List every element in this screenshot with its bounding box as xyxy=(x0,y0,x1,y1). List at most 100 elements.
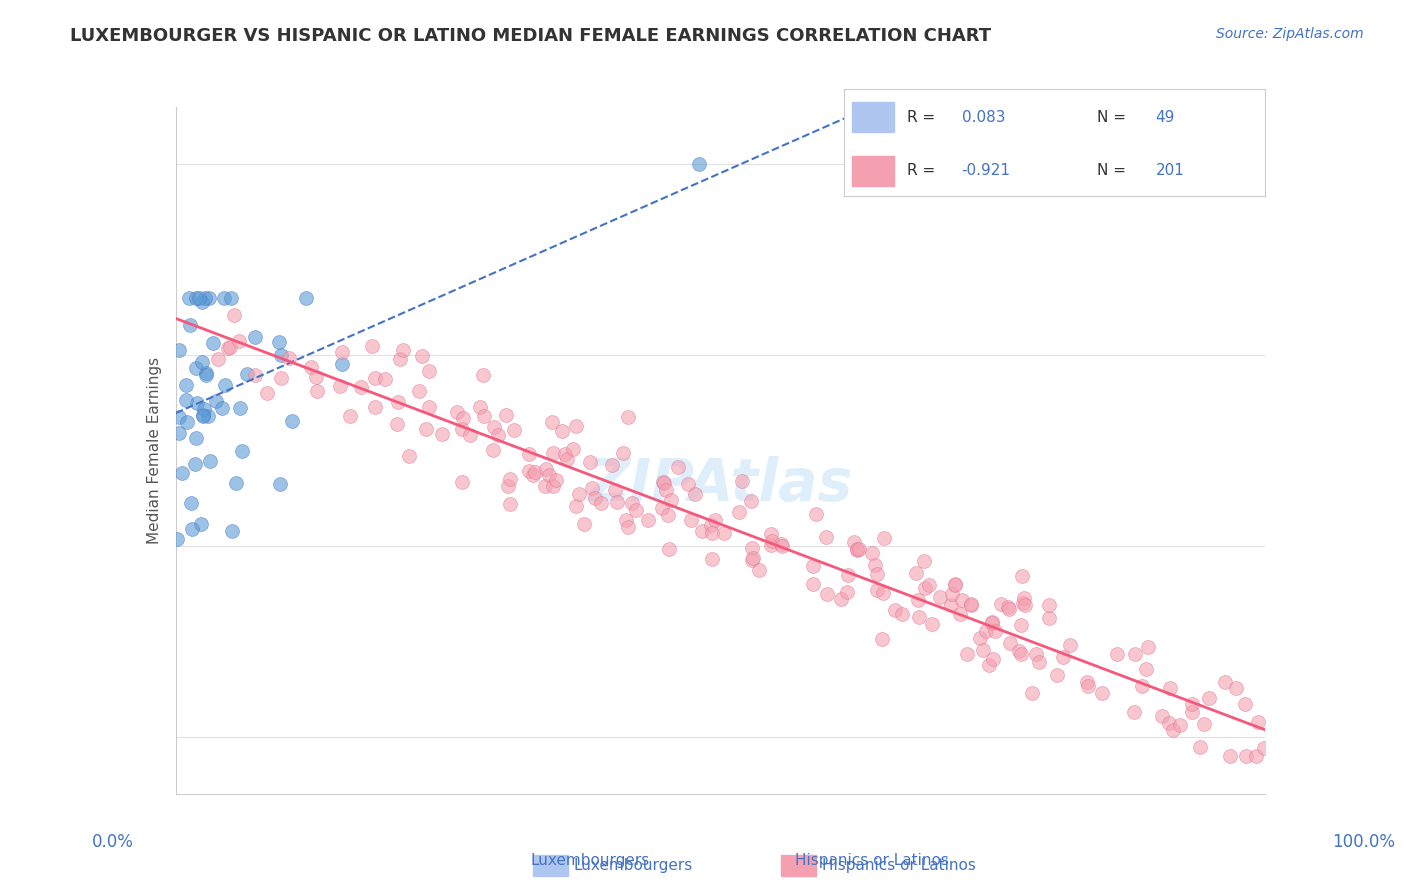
Point xyxy=(517,446,540,460)
Point xyxy=(191,295,214,310)
Point xyxy=(482,419,505,434)
Point xyxy=(191,354,214,368)
Point xyxy=(1011,568,1033,582)
Point xyxy=(198,291,221,305)
Point xyxy=(544,473,567,487)
Point xyxy=(228,334,250,348)
Point xyxy=(471,368,494,383)
Bar xyxy=(780,855,815,876)
Point xyxy=(243,330,266,344)
Point xyxy=(1161,723,1184,738)
Text: Hispanics or Latinos: Hispanics or Latinos xyxy=(823,858,976,872)
Point xyxy=(270,371,292,385)
Point xyxy=(482,442,505,457)
Point xyxy=(741,553,763,567)
Point xyxy=(1234,697,1257,711)
Point xyxy=(339,409,361,423)
Point xyxy=(541,415,564,429)
Point xyxy=(188,291,211,305)
Point xyxy=(914,581,936,595)
Point xyxy=(984,624,1007,639)
Point xyxy=(1028,655,1050,669)
Point xyxy=(679,513,702,527)
Point xyxy=(700,517,723,532)
Point xyxy=(221,524,243,538)
Point xyxy=(837,567,859,582)
Point xyxy=(180,496,202,510)
Point xyxy=(769,537,792,551)
Point xyxy=(415,422,437,436)
Text: N =: N = xyxy=(1097,110,1130,125)
Point xyxy=(943,578,966,592)
Point xyxy=(830,591,852,606)
Point xyxy=(929,590,952,604)
Point xyxy=(761,534,783,549)
Point xyxy=(960,597,983,611)
Point xyxy=(759,527,782,541)
Point xyxy=(392,343,415,358)
Point xyxy=(612,446,634,460)
Point xyxy=(1246,714,1268,729)
Point xyxy=(637,513,659,527)
Point xyxy=(949,607,972,621)
Point xyxy=(741,550,763,565)
Point xyxy=(193,408,215,422)
Point xyxy=(921,617,943,632)
Point xyxy=(225,476,247,491)
Point xyxy=(418,364,440,378)
Point xyxy=(1219,748,1241,763)
Point xyxy=(387,395,409,409)
Point xyxy=(295,291,318,305)
Point xyxy=(374,372,396,386)
Point xyxy=(690,524,713,538)
FancyBboxPatch shape xyxy=(852,155,894,186)
Point xyxy=(184,291,207,305)
Point xyxy=(837,585,859,599)
Point xyxy=(651,500,673,515)
Point xyxy=(1091,686,1114,700)
Point xyxy=(917,578,939,592)
Point xyxy=(495,408,517,422)
Point xyxy=(658,542,681,557)
Point xyxy=(307,384,329,398)
Point xyxy=(167,343,190,357)
Point xyxy=(941,587,963,601)
Point xyxy=(195,366,218,380)
Point xyxy=(305,369,328,384)
Point xyxy=(872,586,894,600)
Point xyxy=(219,291,242,305)
Point xyxy=(565,499,588,513)
Point xyxy=(554,447,576,461)
Point xyxy=(976,624,998,638)
Point xyxy=(969,631,991,645)
Point xyxy=(1181,697,1204,711)
Point xyxy=(218,341,240,355)
Point xyxy=(278,351,301,365)
Point xyxy=(591,495,613,509)
Point xyxy=(235,367,257,381)
Point xyxy=(486,428,509,442)
Point xyxy=(166,532,188,546)
Point xyxy=(614,513,637,527)
Point xyxy=(1181,705,1204,719)
Point xyxy=(981,615,1004,630)
Point xyxy=(845,543,868,558)
Point xyxy=(1025,647,1047,661)
Point xyxy=(228,401,250,415)
Point xyxy=(1253,741,1275,756)
Point xyxy=(519,465,541,479)
Point xyxy=(1150,709,1173,723)
Point xyxy=(330,357,353,371)
Point xyxy=(1000,636,1022,650)
Point xyxy=(842,535,865,549)
Bar xyxy=(533,855,568,876)
Text: LUXEMBOURGER VS HISPANIC OR LATINO MEDIAN FEMALE EARNINGS CORRELATION CHART: LUXEMBOURGER VS HISPANIC OR LATINO MEDIA… xyxy=(70,27,991,45)
Point xyxy=(167,426,190,441)
Point xyxy=(350,380,373,394)
Point xyxy=(499,497,522,511)
Point xyxy=(329,379,352,393)
Point xyxy=(201,336,224,351)
Point xyxy=(214,378,236,392)
Point xyxy=(565,418,588,433)
Point xyxy=(179,318,201,332)
